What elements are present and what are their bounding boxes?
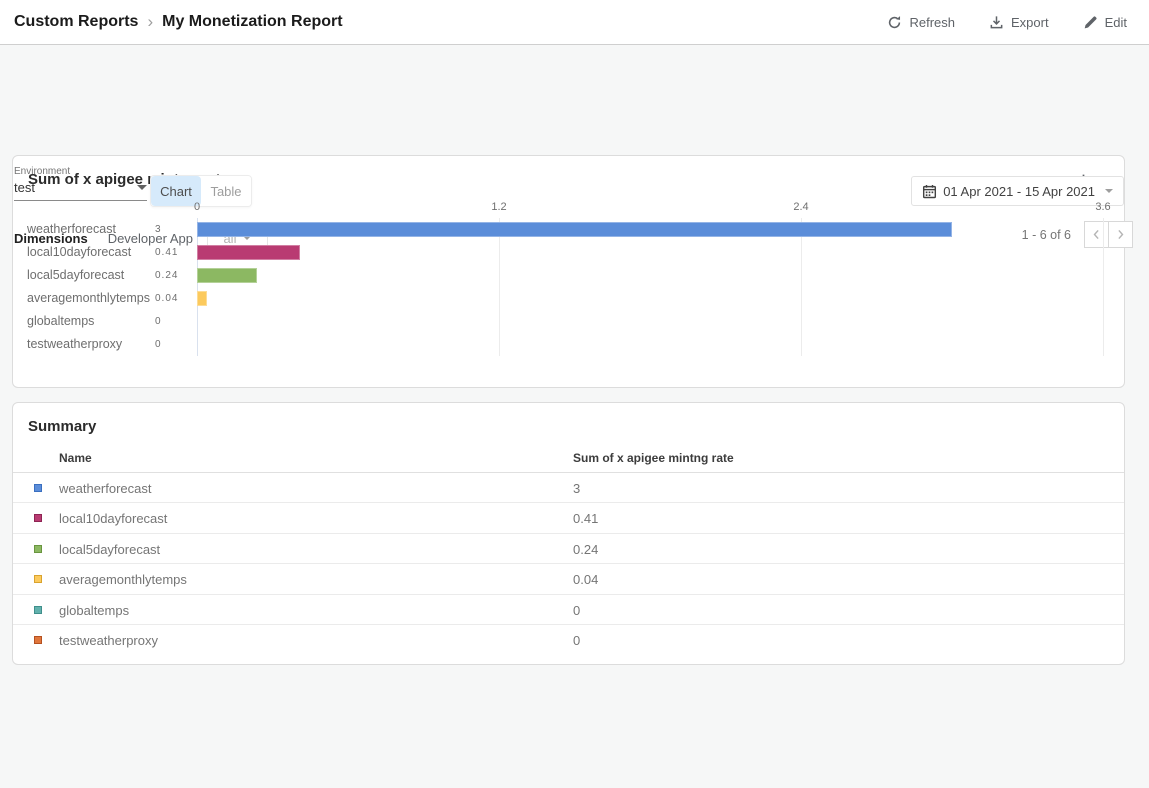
bar [197,222,952,237]
row-value: 0 [573,632,581,648]
summary-panel: Summary Name Sum of x apigee mintng rate… [12,402,1125,665]
row-value: 0 [573,602,581,618]
pagination-next-button[interactable] [1108,221,1133,248]
chart-value-label: 0.24 [155,270,179,281]
plot-area [197,218,1104,356]
tab-table[interactable]: Table [201,176,251,206]
row-value: 0.24 [573,541,599,557]
chart-value-label: 0.41 [155,247,179,258]
refresh-button[interactable]: Refresh [887,15,955,30]
x-axis-tick-label: 1.2 [491,201,507,213]
environment-label: Environment [14,166,71,177]
row-name: local5dayforecast [59,541,161,557]
series-marker-icon [34,514,42,523]
gridline [1103,218,1104,356]
summary-table-body: weatherforecast 3 local10dayforecast 0.41 lo… [13,473,1124,655]
tab-chart[interactable]: Chart [151,176,201,206]
series-marker-icon [34,605,42,614]
row-name: local10dayforecast [59,511,168,527]
main-content: Environment test Chart Table 01 Apr 2021… [0,155,1149,788]
edit-label: Edit [1104,14,1127,30]
row-value: 0.41 [573,511,599,527]
chart-value-label: 0 [155,316,162,327]
chart-category-label: local5dayforecast [27,268,125,282]
row-value: 0.04 [573,572,599,588]
chart-value-label: 0.04 [155,293,179,304]
table-row: averagemonthlytemps 0.04 [13,564,1124,595]
x-axis-tick-label: 2.4 [793,201,809,213]
download-icon [989,15,1004,30]
chart-category-label: globaltemps [27,314,95,328]
row-value: 3 [573,481,581,496]
x-axis: 0 1.2 2.4 3.6 [193,201,1111,218]
column-header-value: Sum of x apigee mintng rate [573,451,734,465]
dropdown-arrow-icon [137,185,147,190]
bar-row [197,264,1103,287]
chart-value-label: 3 [155,224,162,235]
pagination-count: 1 - 6 of 6 [1021,227,1071,242]
date-range-picker[interactable]: 01 Apr 2021 - 15 Apr 2021 [911,176,1124,206]
series-marker-icon [34,484,42,492]
dimensions-label: Dimensions [14,230,88,246]
bar-row [197,241,1103,264]
breadcrumb-root-link[interactable]: Custom Reports [14,13,139,30]
breadcrumb: Custom Reports › My Monetization Report [14,12,343,32]
chart-category-label: testweatherproxy [27,337,123,351]
dropdown-arrow-icon [1105,189,1113,193]
calendar-icon [922,184,937,199]
x-axis-tick-label: 3.6 [1095,201,1111,213]
edit-button[interactable]: Edit [1083,15,1127,30]
value-labels: 3 0.41 0.24 0.04 0 0 [155,218,197,356]
view-toggle: Chart Table [150,175,252,207]
series-marker-icon [34,635,42,644]
bar [197,291,208,306]
row-name: testweatherproxy [59,632,158,648]
chart-category-label: weatherforecast [27,222,116,236]
refresh-label: Refresh [909,14,956,30]
pencil-icon [1083,15,1098,30]
page-title: My Monetization Report [162,13,343,30]
column-header-name: Name [59,451,92,465]
category-labels: weatherforecast local10dayforecast local5d… [27,218,155,356]
gridline [800,218,802,356]
chart-category-label: local10dayforecast [27,245,132,259]
row-name: globaltemps [59,602,130,618]
row-name: averagemonthlytemps [59,572,187,588]
bar-row [197,287,1103,310]
breadcrumb-chevron-icon: › [147,12,154,31]
date-range-value: 01 Apr 2021 - 15 Apr 2021 [943,183,1095,199]
bar-row [197,310,1103,333]
table-row: local5dayforecast 0.24 [13,534,1124,565]
bar [197,245,301,260]
bar-row [197,218,1103,241]
summary-title: Summary [28,418,97,435]
dimension-name: Developer App [107,230,193,246]
gridline [197,218,198,356]
summary-table-header: Name Sum of x apigee mintng rate [13,445,1124,473]
dropdown-arrow-icon [243,236,252,240]
table-row: testweatherproxy 0 [13,625,1124,655]
environment-select[interactable]: Environment test [14,166,147,201]
chart-value-label: 0 [155,339,162,350]
gridline [498,218,500,356]
app-header: Custom Reports › My Monetization Report … [0,0,1149,45]
bar-chart: 0 1.2 2.4 3.6 weatherforecast local10dayfore… [27,201,1111,356]
export-label: Export [1011,14,1049,30]
series-marker-icon [34,575,42,584]
refresh-icon [887,15,902,30]
export-button[interactable]: Export [989,15,1049,30]
table-row: local10dayforecast 0.41 [13,503,1124,534]
table-row: globaltemps 0 [13,595,1124,625]
x-axis-tick-label: 0 [193,201,201,213]
bar [197,268,258,283]
pagination: 1 - 6 of 6 [1022,221,1133,248]
bar-row [197,333,1103,356]
table-row: weatherforecast 3 [13,473,1124,504]
chart-category-label: averagemonthlytemps [27,291,150,305]
header-actions: Refresh Export Edit [887,15,1127,30]
series-marker-icon [34,544,42,553]
row-name: weatherforecast [59,481,152,496]
environment-value: test [14,180,35,195]
